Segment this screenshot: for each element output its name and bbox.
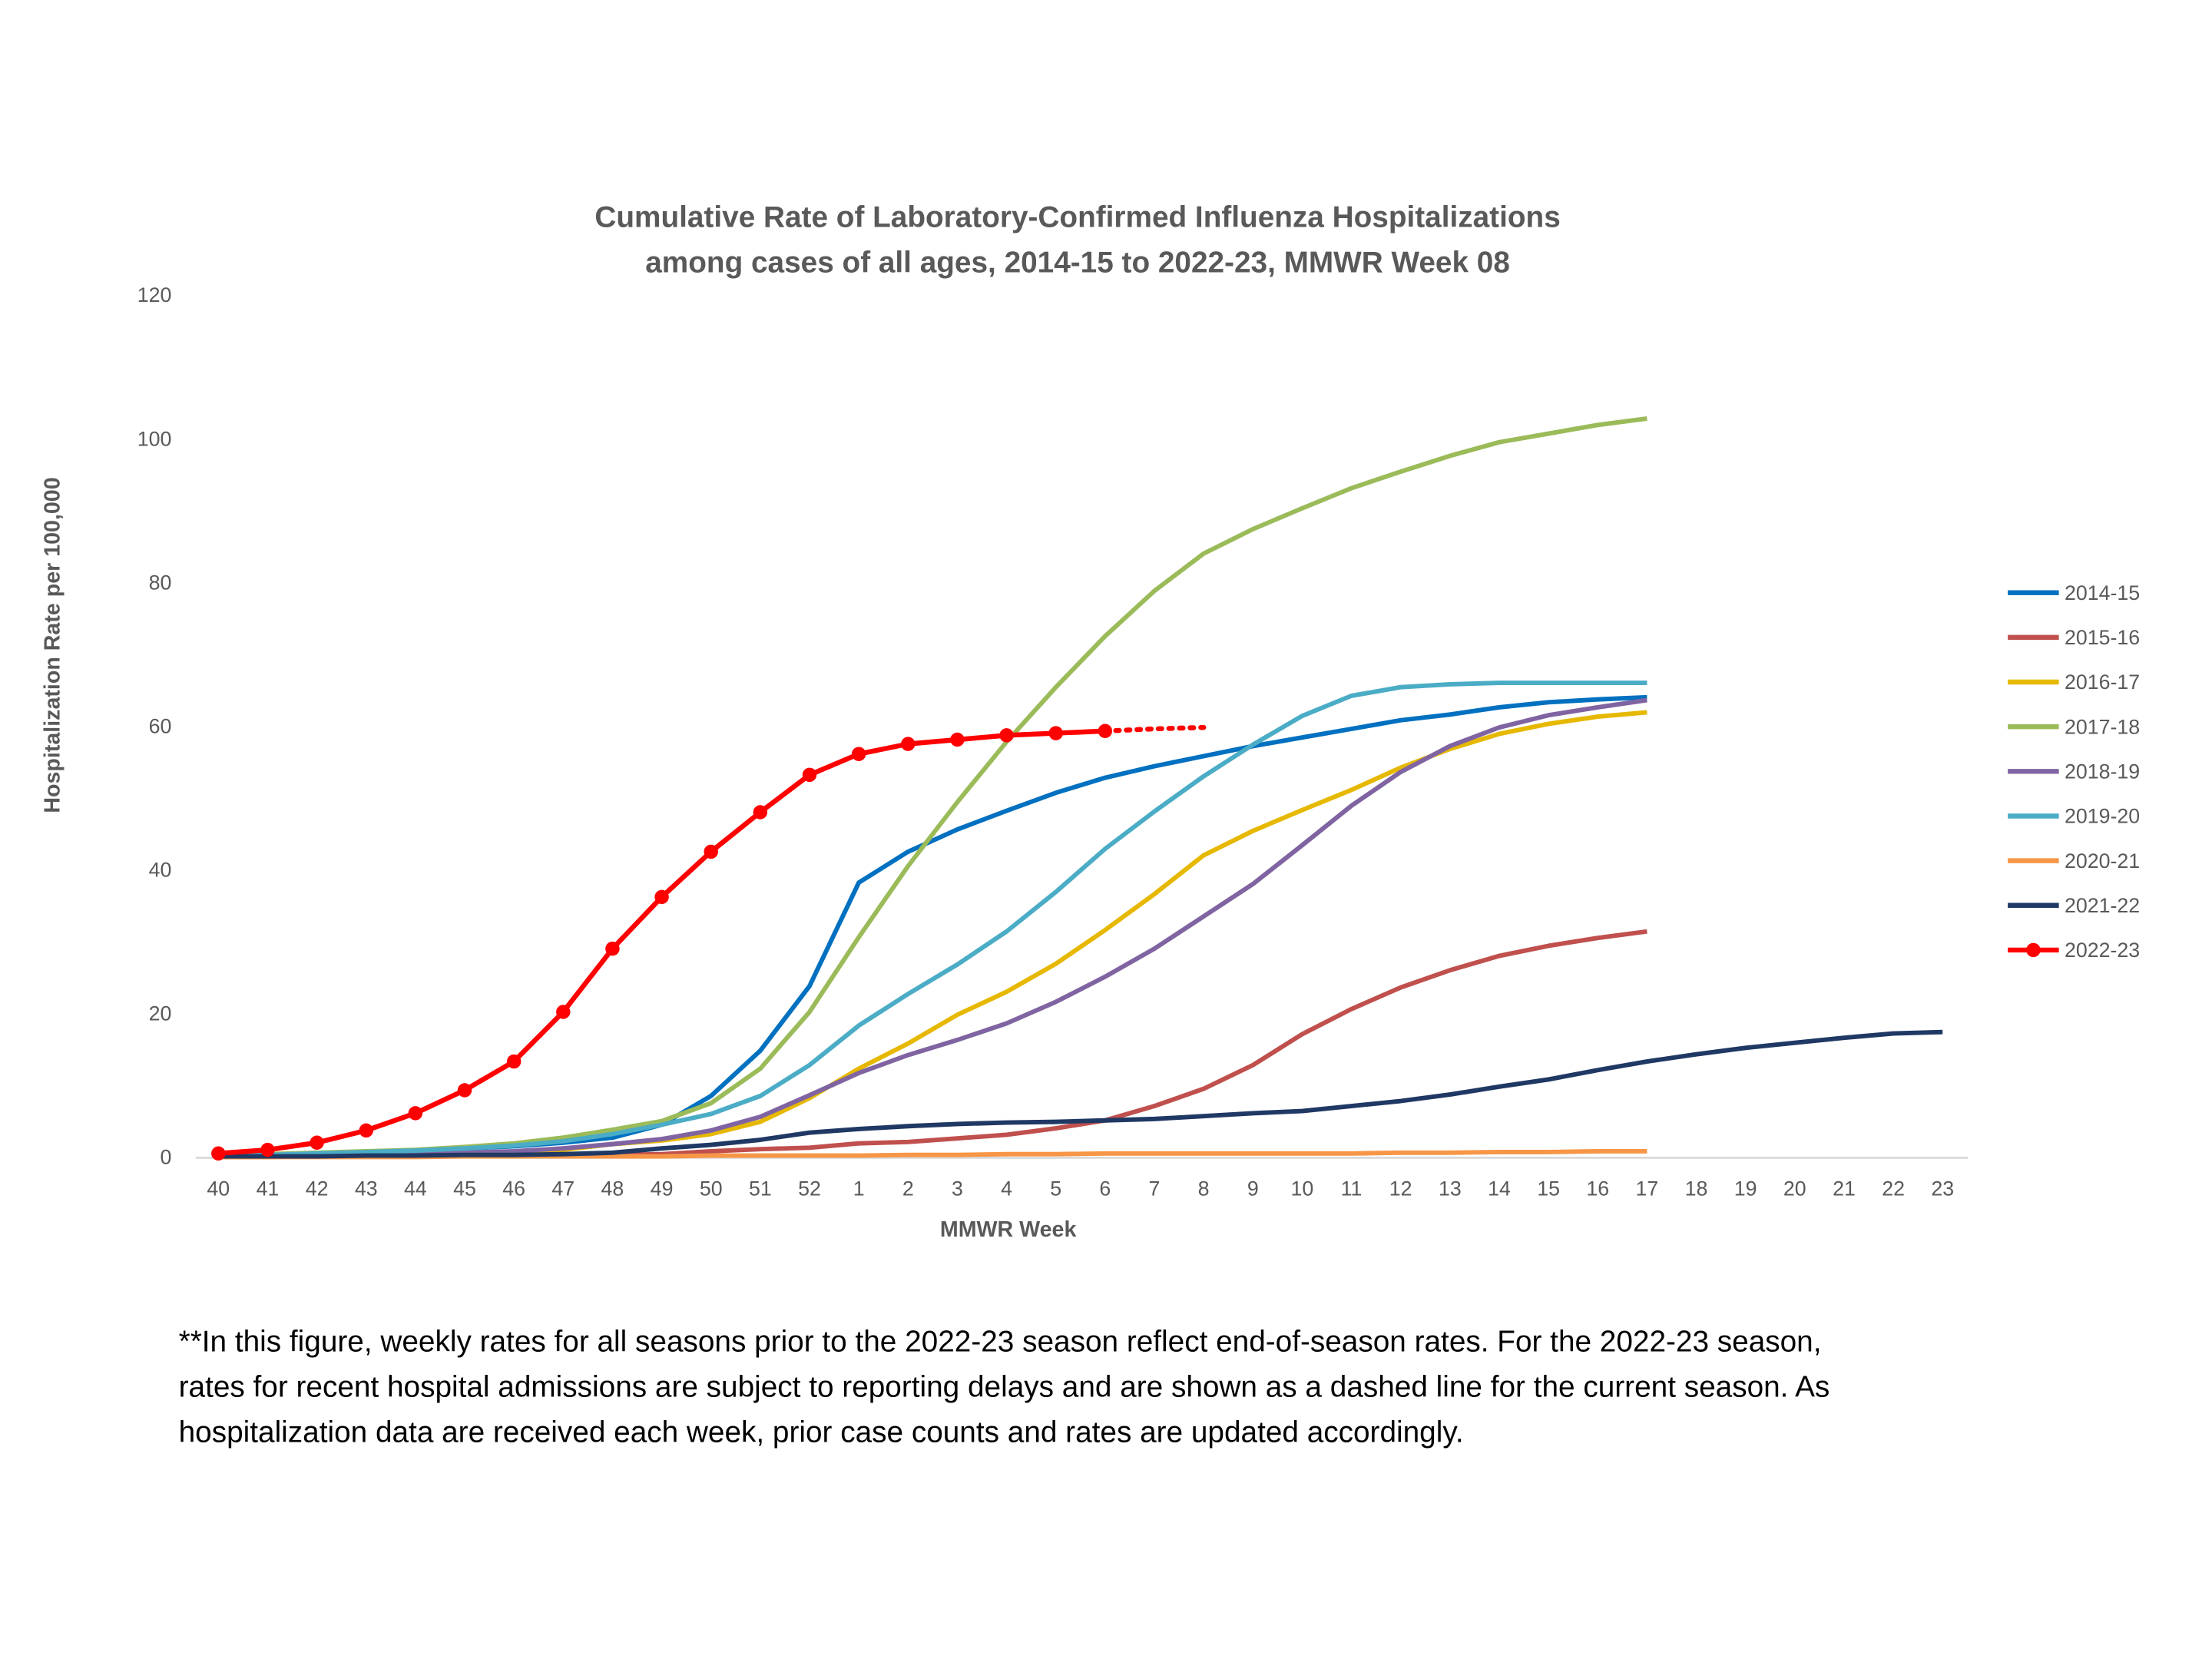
x-tick-label: 16 bbox=[1586, 1177, 1609, 1200]
y-tick-label: 100 bbox=[137, 427, 172, 450]
data-point-2022-23 bbox=[605, 941, 620, 956]
data-point-2022-23 bbox=[506, 1054, 522, 1069]
x-tick-label: 21 bbox=[1833, 1177, 1856, 1200]
legend-label: 2019-20 bbox=[2065, 805, 2140, 828]
x-tick-label: 46 bbox=[502, 1177, 525, 1200]
data-point-2022-23 bbox=[556, 1005, 571, 1019]
x-tick-label: 2 bbox=[902, 1177, 914, 1200]
legend-item-2018-19: 2018-19 bbox=[2008, 760, 2140, 783]
x-tick-label: 10 bbox=[1291, 1177, 1314, 1200]
x-tick-label: 19 bbox=[1734, 1177, 1757, 1200]
footnote-line-1: **In this figure, weekly rates for all s… bbox=[179, 1325, 1822, 1358]
data-point-2022-23 bbox=[901, 737, 916, 751]
x-tick-label: 15 bbox=[1537, 1177, 1560, 1200]
data-point-2022-23 bbox=[753, 805, 768, 820]
legend-label: 2022-23 bbox=[2065, 939, 2140, 962]
data-point-2022-23 bbox=[260, 1142, 275, 1157]
series-line-2022-23 bbox=[218, 728, 1105, 1157]
x-tick-label: 49 bbox=[651, 1177, 674, 1200]
y-tick-label: 0 bbox=[160, 1146, 171, 1169]
legend-item-2015-16: 2015-16 bbox=[2008, 626, 2140, 649]
x-tick-label: 17 bbox=[1636, 1177, 1659, 1200]
series-dashed-line-2022-23 bbox=[1102, 724, 1207, 734]
x-tick-label: 4 bbox=[1001, 1177, 1012, 1200]
x-tick-label: 6 bbox=[1099, 1177, 1111, 1200]
x-tick-label: 9 bbox=[1247, 1177, 1259, 1200]
x-tick-label: 11 bbox=[1341, 1177, 1363, 1200]
x-tick-label: 8 bbox=[1198, 1177, 1210, 1200]
y-tick-label: 40 bbox=[149, 859, 172, 882]
x-tick-label: 52 bbox=[798, 1177, 821, 1200]
x-tick-label: 3 bbox=[952, 1177, 963, 1200]
data-point-2022-23 bbox=[1048, 726, 1063, 740]
x-tick-label: 14 bbox=[1488, 1177, 1511, 1200]
x-tick-label: 43 bbox=[355, 1177, 378, 1200]
series-line-2021-22 bbox=[218, 1029, 1943, 1159]
legend-label: 2018-19 bbox=[2065, 760, 2140, 783]
legend-marker bbox=[2026, 942, 2041, 958]
legend-label: 2021-22 bbox=[2065, 894, 2140, 917]
legend-label: 2017-18 bbox=[2065, 715, 2140, 738]
data-point-2022-23 bbox=[211, 1146, 226, 1161]
x-tick-label: 13 bbox=[1439, 1177, 1462, 1200]
x-tick-label: 50 bbox=[700, 1177, 723, 1200]
x-tick-label: 1 bbox=[853, 1177, 865, 1200]
chart-title-line-2: among cases of all ages, 2014-15 to 2022… bbox=[645, 246, 1510, 279]
chart-title-line-1: Cumulative Rate of Laboratory-Confirmed … bbox=[594, 200, 1560, 233]
legend-label: 2016-17 bbox=[2065, 671, 2140, 694]
data-point-2022-23 bbox=[851, 747, 866, 761]
x-tick-label: 20 bbox=[1783, 1177, 1806, 1200]
x-tick-label: 45 bbox=[453, 1177, 476, 1200]
series-line-2018-19 bbox=[218, 697, 1647, 1159]
series-line-2019-20 bbox=[218, 680, 1647, 1158]
x-tick-label: 47 bbox=[551, 1177, 575, 1200]
data-point-2022-23 bbox=[457, 1083, 472, 1098]
y-tick-label: 80 bbox=[149, 571, 172, 594]
x-axis-label: MMWR Week bbox=[940, 1217, 1077, 1242]
data-point-2022-23 bbox=[802, 767, 817, 783]
legend-item-2021-22: 2021-22 bbox=[2008, 894, 2140, 917]
data-point-2022-23 bbox=[704, 844, 718, 859]
data-point-2022-23 bbox=[310, 1135, 324, 1150]
x-tick-label: 12 bbox=[1389, 1177, 1412, 1200]
y-axis-label: Hospitalization Rate per 100,000 bbox=[41, 477, 65, 813]
series-line-2016-17 bbox=[218, 710, 1647, 1159]
data-point-2022-23 bbox=[359, 1123, 373, 1138]
x-tick-label: 48 bbox=[601, 1177, 624, 1200]
data-point-2022-23 bbox=[408, 1106, 423, 1121]
data-point-2022-23 bbox=[999, 728, 1014, 743]
x-tick-label: 7 bbox=[1149, 1177, 1161, 1200]
y-tick-label: 120 bbox=[137, 283, 172, 306]
legend-item-2016-17: 2016-17 bbox=[2008, 671, 2140, 694]
legend-item-2022-23: 2022-23 bbox=[2008, 939, 2140, 962]
x-tick-label: 40 bbox=[207, 1177, 230, 1200]
legend-item-2017-18: 2017-18 bbox=[2008, 715, 2140, 738]
series-line-2017-18 bbox=[218, 416, 1647, 1157]
x-tick-label: 44 bbox=[404, 1177, 427, 1200]
x-tick-label: 23 bbox=[1931, 1177, 1954, 1200]
footnote-line-3: hospitalization data are received each w… bbox=[179, 1416, 1464, 1449]
data-point-2022-23 bbox=[654, 889, 669, 905]
legend-label: 2014-15 bbox=[2065, 581, 2140, 604]
y-tick-label: 20 bbox=[149, 1002, 172, 1025]
x-tick-label: 42 bbox=[306, 1177, 329, 1200]
x-tick-label: 5 bbox=[1050, 1177, 1061, 1200]
footnote-line-2: rates for recent hospital admissions are… bbox=[179, 1370, 1830, 1403]
data-point-2022-23 bbox=[950, 732, 965, 747]
x-tick-label: 51 bbox=[749, 1177, 772, 1200]
data-point-2022-23 bbox=[1098, 724, 1113, 739]
legend-item-2019-20: 2019-20 bbox=[2008, 805, 2140, 828]
legend-item-2014-15: 2014-15 bbox=[2008, 581, 2140, 604]
series-line-2014-15 bbox=[218, 694, 1647, 1158]
x-tick-label: 22 bbox=[1882, 1177, 1905, 1200]
legend-item-2020-21: 2020-21 bbox=[2008, 849, 2140, 873]
legend-label: 2015-16 bbox=[2065, 626, 2140, 649]
y-tick-label: 60 bbox=[149, 714, 172, 737]
x-tick-label: 41 bbox=[257, 1177, 280, 1200]
x-tick-label: 18 bbox=[1685, 1177, 1708, 1200]
legend-label: 2020-21 bbox=[2065, 849, 2140, 873]
